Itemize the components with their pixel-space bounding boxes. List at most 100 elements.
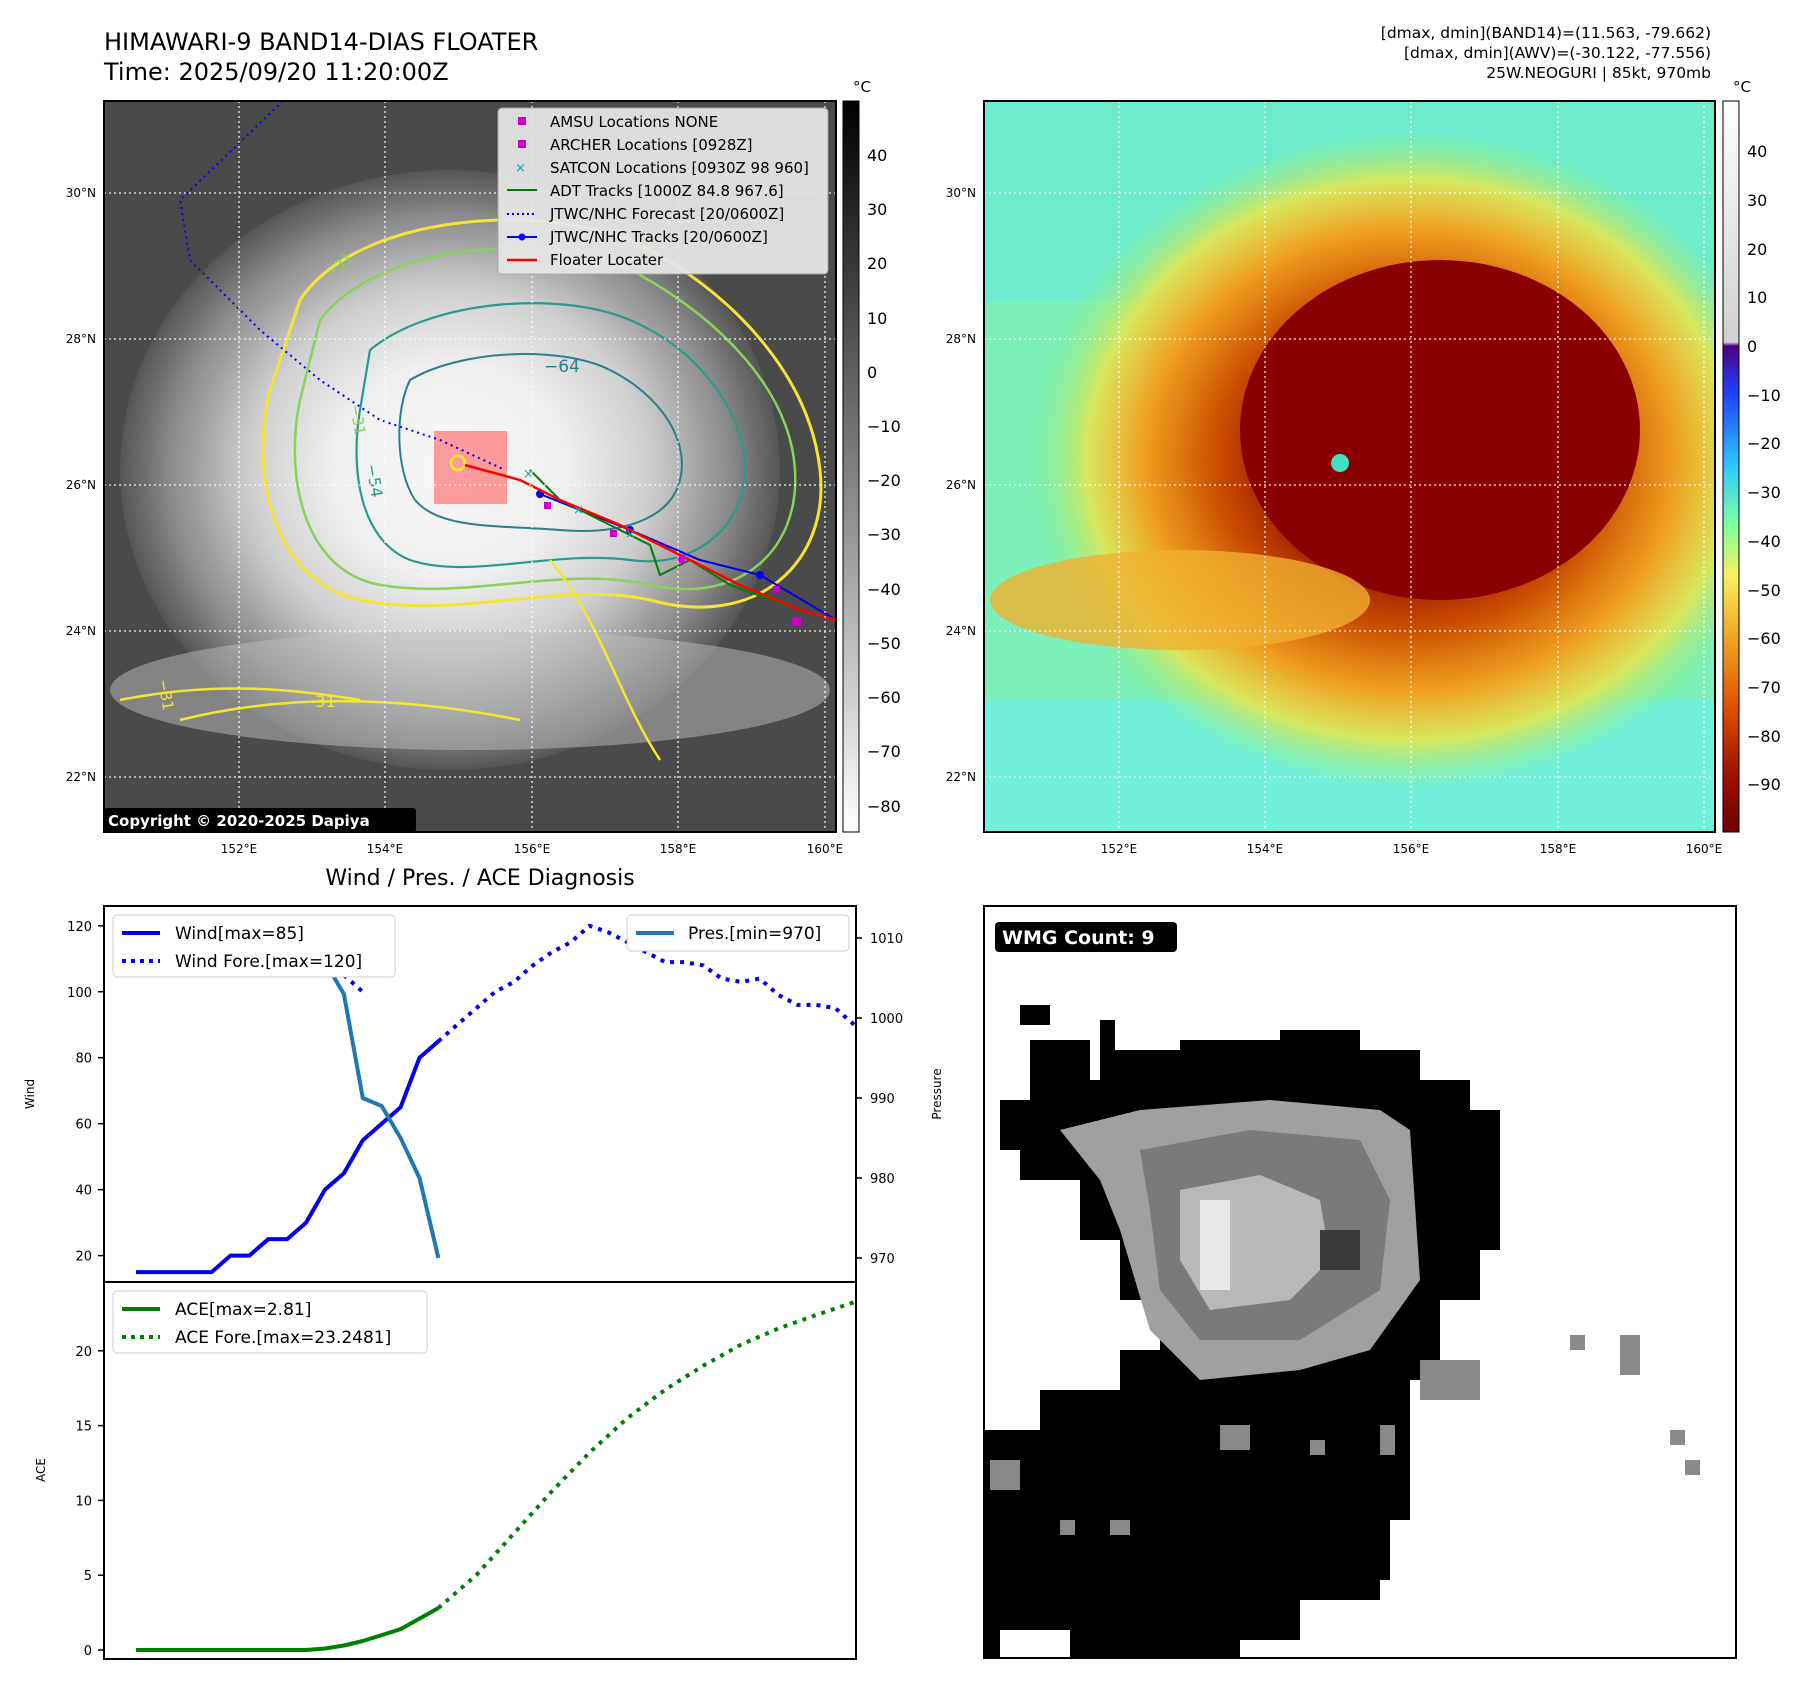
colorbar-tick: −60 (867, 688, 901, 707)
lat-tick: 26°N (66, 478, 96, 492)
pressure-axis-label: Pressure (930, 1068, 944, 1119)
contour-label: −31 (346, 403, 369, 437)
colorbar-tick: 30 (1747, 191, 1767, 210)
pressure-tick-label: 990 (870, 1092, 895, 1107)
archer-location (544, 502, 551, 509)
lat-tick: 26°N (946, 478, 976, 492)
legend-item: Pres.[min=970] (688, 924, 821, 944)
pressure-tick-label: 1000 (870, 1012, 903, 1027)
color-eye (1331, 454, 1349, 472)
ace-tick-label: 0 (84, 1644, 92, 1659)
colorbar-tick: −50 (1747, 581, 1781, 600)
lon-tick: 154°E (1247, 842, 1284, 856)
eye-marker (449, 454, 467, 472)
ir-map-frame (103, 100, 837, 833)
jtwc-forecast-track (178, 101, 506, 471)
chart-time: Time: 2025/09/20 11:20:00Z (104, 58, 449, 86)
ace-tick-label: 10 (75, 1494, 92, 1509)
archer-location (792, 617, 801, 626)
lon-tick: 156°E (1393, 842, 1430, 856)
ace-axes (103, 1281, 857, 1660)
colorbar-tick: −20 (1747, 434, 1781, 453)
colorbar-tick: −40 (867, 580, 901, 599)
wind-tick-label: 120 (67, 920, 92, 935)
series-line (437, 1300, 855, 1610)
colorbar-tick: −80 (867, 797, 901, 816)
lat-tick: 28°N (946, 332, 976, 346)
lon-tick: 152°E (221, 842, 258, 856)
legend-item: ADT Tracks [1000Z 84.8 967.6] (550, 182, 784, 200)
colorbar-tick: 10 (867, 309, 887, 328)
wmg-pixels (984, 1005, 1700, 1658)
ace-tick-label: 5 (84, 1569, 92, 1584)
colorbar-tick: −60 (1747, 629, 1781, 648)
archer-location (610, 530, 617, 537)
color-band-west (990, 550, 1370, 650)
wmg-frame (983, 905, 1737, 1659)
colorbar-tick: 10 (1747, 288, 1767, 307)
colorbar-tick: −70 (1747, 678, 1781, 697)
colorbar-tick: −70 (867, 742, 901, 761)
ace-axis-label: ACE (34, 1458, 48, 1482)
colorbar-tick: −30 (1747, 483, 1781, 502)
wmg-count-text: WMG Count: 9 (1002, 927, 1155, 949)
pressure-tick-label: 980 (870, 1172, 895, 1187)
copyright-text: Copyright © 2020-2025 Dapiya (108, 812, 370, 830)
pressure-legend (626, 914, 850, 952)
legend-item: Wind Fore.[max=120] (175, 952, 362, 972)
legend-marker: × (515, 161, 526, 176)
satcon-location: × (573, 503, 584, 518)
colorbar-tick: −50 (867, 634, 901, 653)
satcon-location: × (625, 527, 636, 542)
satcon-location: × (523, 467, 534, 482)
contour-label: −64 (544, 357, 580, 377)
colorbar-tick: −80 (1747, 727, 1781, 746)
legend-item: Wind[max=85] (175, 924, 304, 944)
colorbar-tick: −10 (867, 417, 901, 436)
wind-tick-label: 100 (67, 986, 92, 1001)
wind-tick-label: 20 (75, 1250, 92, 1265)
copyright-badge (104, 808, 416, 832)
colorbar-tick: −20 (867, 471, 901, 490)
lon-tick: 160°E (807, 842, 844, 856)
lat-tick: 24°N (66, 624, 96, 638)
lat-tick: 22°N (946, 770, 976, 784)
ace-tick-label: 15 (75, 1420, 92, 1435)
lon-tick: 158°E (1540, 842, 1577, 856)
colorbar-tick: −10 (1747, 386, 1781, 405)
colorbar-tick: −90 (1747, 775, 1781, 794)
gray-colorbar (842, 100, 860, 833)
pressure-tick-label: 1010 (870, 932, 903, 947)
wind-tick-label: 80 (75, 1052, 92, 1067)
legend-item: ACE[max=2.81] (175, 1300, 311, 1320)
meta-band14: [dmax, dmin](BAND14)=(11.563, -79.662) (1380, 24, 1711, 42)
legend-item: ARCHER Locations [0928Z] (550, 136, 753, 154)
archer-location (678, 556, 685, 563)
colorbar-tick: 0 (1747, 337, 1757, 356)
lat-tick: 24°N (946, 624, 976, 638)
legend-item: Floater Locater (550, 251, 664, 269)
colorbar-tick: 40 (867, 146, 887, 165)
lon-tick: 160°E (1686, 842, 1723, 856)
lat-tick: 22°N (66, 770, 96, 784)
contour-label: −31 (302, 692, 336, 711)
archer-location (773, 586, 780, 593)
legend-marker (518, 117, 526, 125)
colorbar-tick: −40 (1747, 532, 1781, 551)
lon-tick: 154°E (367, 842, 404, 856)
legend-item: JTWC/NHC Forecast [20/0600Z] (549, 205, 784, 223)
contour-bands (119, 559, 662, 761)
wind-tick-label: 60 (75, 1118, 92, 1133)
lat-tick: 28°N (66, 332, 96, 346)
meta-storm: 25W.NEOGURI | 85kt, 970mb (1486, 64, 1711, 82)
contour-teal (355, 302, 747, 569)
rainband-south (110, 630, 830, 750)
series-line (136, 1606, 440, 1652)
lon-tick: 152°E (1101, 842, 1138, 856)
wmg-count-badge (995, 922, 1177, 952)
chart-title: HIMAWARI-9 BAND14-DIAS FLOATER (104, 28, 539, 56)
contour-label: −31 (154, 678, 177, 712)
legend-item: AMSU Locations NONE (550, 113, 718, 131)
